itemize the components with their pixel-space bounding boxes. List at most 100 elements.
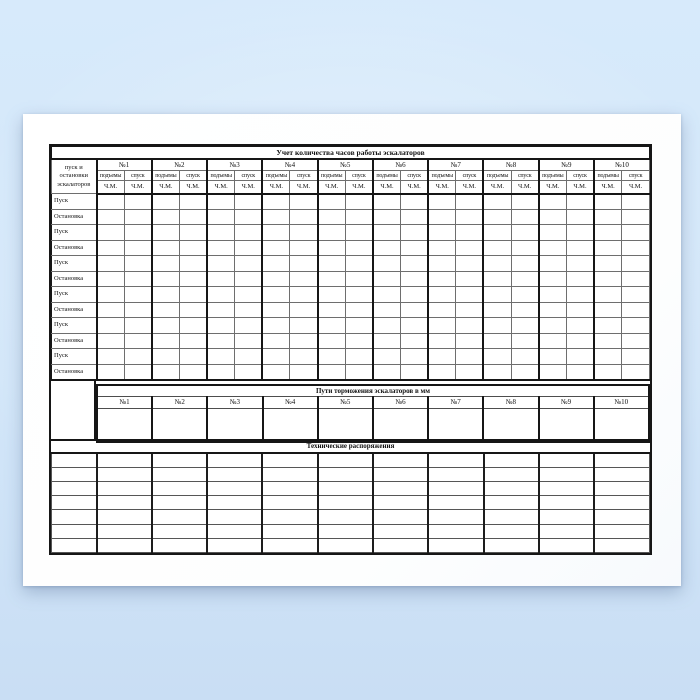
empty-cell (371, 466, 429, 483)
empty-cell (178, 208, 208, 225)
empty-cell (178, 332, 208, 349)
empty-cell (537, 481, 595, 497)
empty-cell (565, 348, 595, 365)
empty-cell (95, 301, 125, 318)
empty-cell (344, 239, 374, 256)
empty-cell (344, 255, 374, 272)
unit-header: Ч.М. (482, 180, 512, 195)
empty-cell (261, 509, 319, 525)
empty-cell (565, 363, 595, 380)
empty-cell (178, 363, 208, 380)
empty-cell (621, 363, 650, 380)
empty-cell (482, 509, 540, 525)
unit-header-row: Ч.М. Ч.М. Ч.М. Ч.М. Ч.М. Ч.М. Ч.М. Ч.М. Ч.М.… (52, 180, 650, 195)
empty-cell (123, 286, 153, 303)
empty-cell (593, 224, 623, 241)
empty-cell (234, 270, 263, 287)
unit-header: Ч.М. (455, 180, 484, 195)
empty-cell (482, 537, 540, 554)
empty-cell (150, 301, 180, 318)
unit-header: Ч.М. (593, 180, 623, 195)
empty-cell (261, 286, 291, 303)
empty-cell (371, 509, 429, 525)
empty-cell (316, 317, 346, 334)
empty-cell (316, 224, 346, 241)
unit-header: Ч.М. (95, 180, 125, 195)
empty-cell (261, 317, 291, 334)
empty-cell (482, 301, 512, 318)
empty-cell (206, 495, 263, 511)
row-label: Остановка (51, 239, 98, 256)
section-title: Учет количества часов работы эскалаторов (51, 146, 650, 160)
column-header: №4 (261, 158, 319, 171)
empty-cell (123, 317, 153, 334)
empty-cell (234, 208, 263, 225)
empty-cell (150, 208, 180, 225)
braking-table: Пути торможения эскалаторов в мм №1 №2 №… (96, 384, 650, 443)
empty-cell (400, 255, 429, 272)
row-label: Остановка (51, 301, 98, 318)
empty-cell (289, 255, 319, 272)
down-header: спуск (234, 170, 263, 181)
empty-cell (261, 523, 319, 539)
empty-cell (482, 270, 512, 287)
empty-cell (316, 301, 346, 318)
empty-cell (593, 208, 623, 225)
empty-cell (371, 348, 402, 365)
empty-cell (316, 348, 346, 365)
empty-cell (482, 466, 540, 483)
empty-cell (482, 481, 540, 497)
empty-cell (537, 537, 595, 554)
down-header: спуск (621, 170, 650, 181)
empty-cell (510, 301, 540, 318)
empty-cell (123, 224, 153, 241)
column-header: №7 (427, 396, 484, 409)
empty-cell (289, 332, 319, 349)
empty-cell (537, 286, 567, 303)
up-header: подъемы (427, 170, 457, 181)
empty-cell (206, 193, 236, 210)
empty-cell (565, 270, 595, 287)
empty-cell (455, 332, 484, 349)
empty-cell (344, 193, 374, 210)
empty-cell (593, 286, 623, 303)
empty-cell (95, 509, 153, 525)
empty-cell (316, 495, 374, 511)
empty-cell (537, 224, 567, 241)
empty-cell (621, 208, 650, 225)
empty-cell (51, 466, 97, 483)
row-label: Остановка (51, 332, 98, 349)
empty-cell (123, 193, 153, 210)
empty-cell (123, 208, 153, 225)
empty-cell (95, 332, 125, 349)
empty-cell (455, 208, 484, 225)
empty-cell (565, 317, 595, 334)
empty-cell (150, 348, 180, 365)
empty-cell (455, 224, 484, 241)
empty-cell (150, 537, 208, 554)
braking-left-spacer (51, 381, 96, 439)
empty-cell (371, 495, 429, 511)
table-row: Остановка (51, 332, 650, 349)
orders-entry-row (51, 523, 651, 539)
empty-cell (371, 537, 429, 554)
empty-cell (95, 348, 125, 365)
empty-cell (206, 348, 236, 365)
empty-cell (537, 452, 595, 468)
empty-cell (344, 332, 374, 349)
empty-cell (593, 317, 623, 334)
empty-cell (427, 270, 457, 287)
empty-cell (289, 317, 319, 334)
down-header: спуск (344, 170, 374, 181)
empty-cell (261, 408, 318, 442)
table-row: Остановка (51, 239, 650, 256)
empty-cell (427, 509, 485, 525)
empty-cell (482, 523, 540, 539)
empty-cell (234, 317, 263, 334)
empty-cell (206, 466, 263, 483)
empty-cell (565, 255, 595, 272)
column-header: №1 (95, 158, 153, 171)
empty-cell (344, 301, 374, 318)
empty-cell (371, 363, 402, 380)
